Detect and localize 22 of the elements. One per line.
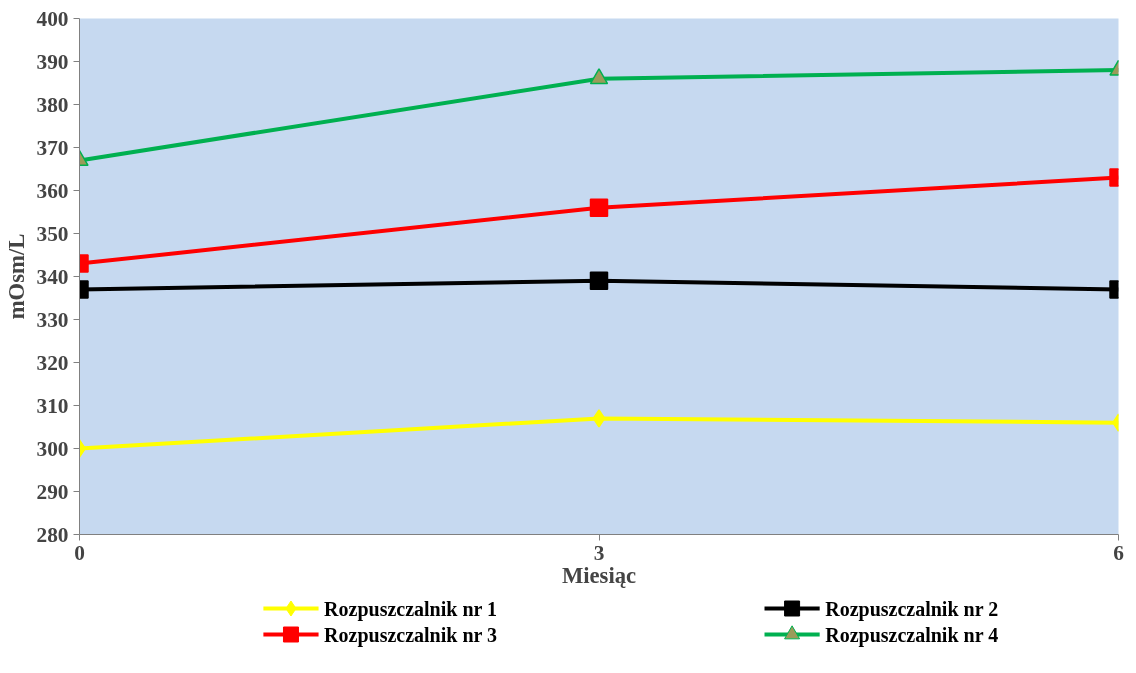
y-tick-label: 300 [36,436,69,461]
y-tick-label: 340 [36,264,69,289]
legend-label: Rozpuszczalnik nr 3 [324,623,498,647]
y-axis-title: mOsm/L [3,233,29,320]
y-tick-label: 290 [36,479,69,504]
legend-label: Rozpuszczalnik nr 2 [825,597,999,621]
y-tick-label: 360 [36,178,69,203]
x-tick-label: 6 [1113,540,1125,565]
x-tick-label: 0 [74,540,85,565]
y-tick-label: 320 [36,350,69,375]
y-tick-label: 390 [36,49,69,74]
y-tick-label: 400 [36,6,69,31]
legend-label: Rozpuszczalnik nr 4 [825,623,999,647]
y-tick-label: 310 [36,393,69,418]
legend-label: Rozpuszczalnik nr 1 [324,597,498,621]
y-tick-label: 350 [36,221,69,246]
y-tick-label: 330 [36,307,69,332]
x-axis-title: Miesiąc [561,562,637,588]
x-tick-label: 3 [593,540,605,565]
y-tick-label: 280 [36,522,69,547]
y-tick-label: 370 [36,135,69,160]
y-tick-label: 380 [36,92,69,117]
